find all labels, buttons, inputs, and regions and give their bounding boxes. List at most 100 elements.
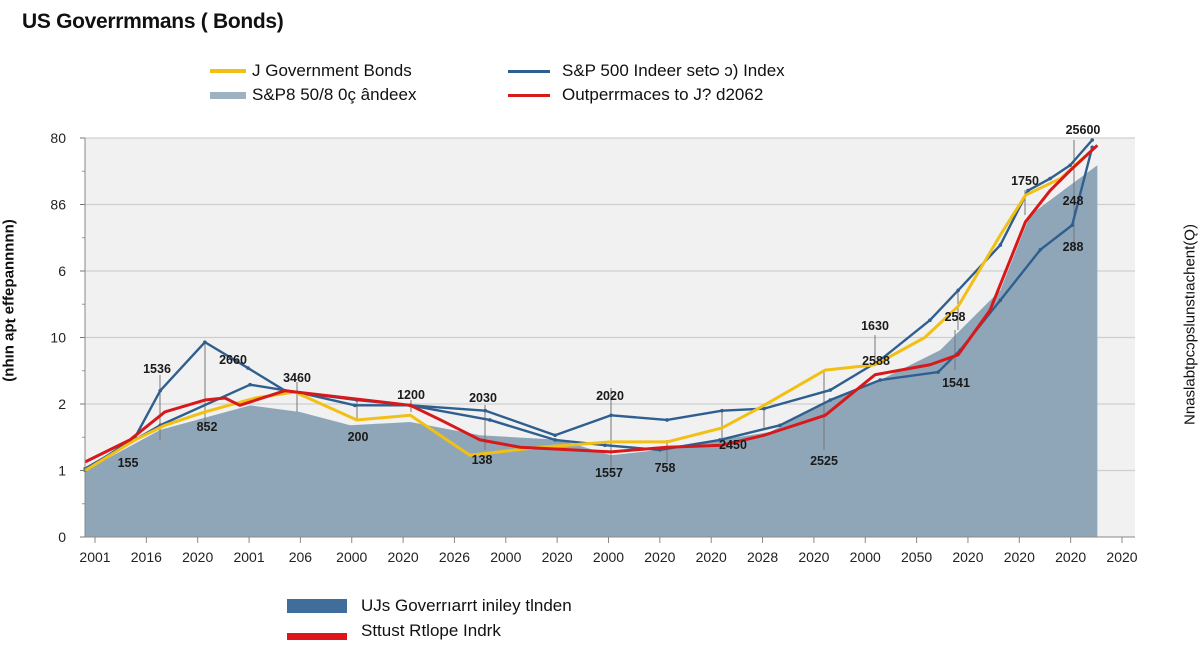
legend-swatch — [508, 69, 550, 73]
data-label: 2588 — [862, 354, 890, 368]
x-tick-label: 2050 — [901, 549, 932, 565]
bottom-legend-item-blue: UJs Goverrıarrt iniley tlnden — [287, 596, 572, 616]
data-point — [609, 413, 613, 418]
data-label: 258 — [945, 310, 966, 324]
data-point — [718, 438, 722, 442]
x-tick-label: 2020 — [1055, 549, 1086, 565]
data-point — [1026, 188, 1030, 193]
x-tick-label: 2020 — [952, 549, 983, 565]
x-tick-label: 2020 — [798, 549, 829, 565]
data-point — [603, 443, 607, 448]
legend-item-government-bonds: J Government Bonds — [210, 61, 412, 81]
data-label: 3460 — [283, 371, 311, 385]
legend-swatch — [287, 632, 347, 640]
x-tick-label: 2020 — [542, 549, 573, 565]
x-tick-label: 2026 — [439, 549, 470, 565]
data-point — [936, 370, 940, 374]
legend-label: Sttust Rtlope Indrk — [361, 621, 501, 640]
x-tick-label: 2000 — [336, 549, 367, 565]
data-label: 1630 — [861, 319, 889, 333]
chart-title: US Goverrmmans ( Bonds) — [22, 10, 284, 33]
data-point — [353, 403, 357, 408]
data-label: 758 — [655, 461, 676, 475]
x-tick-label: 2020 — [1106, 549, 1137, 565]
data-label: 2020 — [596, 389, 624, 403]
data-point — [553, 438, 557, 442]
data-point — [928, 318, 932, 323]
data-label: 200 — [348, 430, 369, 444]
legend-swatch — [508, 93, 550, 97]
data-point — [720, 408, 724, 413]
data-point — [956, 288, 960, 293]
x-tick-label: 206 — [289, 549, 313, 565]
data-point — [828, 388, 833, 392]
data-label: 1750 — [1011, 174, 1039, 188]
legend-label: S&P 500 Indeer setᴑ ɔ) Index — [562, 61, 785, 80]
line-series-2 — [84, 148, 1094, 472]
data-label: 1557 — [595, 466, 623, 480]
data-label: 2450 — [719, 438, 747, 452]
data-label: 1536 — [143, 362, 171, 376]
data-point — [998, 243, 1003, 247]
data-point — [246, 366, 250, 370]
y-tick-label: 80 — [50, 130, 66, 146]
x-tick-label: 2020 — [1004, 549, 1035, 565]
data-point — [665, 418, 669, 422]
y-tick-label: 2 — [58, 396, 66, 412]
data-label: 248 — [1063, 194, 1084, 208]
data-point — [778, 423, 782, 428]
x-tick-label: 2020 — [388, 549, 419, 565]
data-point — [488, 418, 492, 422]
data-label: 138 — [472, 453, 493, 467]
data-point — [483, 408, 488, 413]
data-point — [1048, 176, 1052, 181]
legend-label: S&P8 50/8 0ç ândeex — [252, 85, 417, 104]
x-tick-label: 2020 — [182, 549, 213, 565]
data-point — [878, 378, 882, 382]
legend-swatch — [287, 599, 347, 613]
y-tick-label: 86 — [50, 197, 66, 213]
x-tick-label: 2000 — [490, 549, 521, 565]
x-tick-label: 2000 — [850, 549, 881, 565]
x-tick-label: 2001 — [233, 549, 264, 565]
data-label: 2660 — [219, 353, 247, 367]
y-tick-label: 0 — [58, 529, 66, 545]
y-axis-label-right: Nnaslabtpcↄpslunstıachent(Ǫ) — [1181, 224, 1199, 425]
data-point — [1070, 223, 1074, 227]
x-tick-label: 2020 — [644, 549, 675, 565]
legend-item-outperformance: Outperrmaces to J? d2062 — [508, 85, 763, 105]
data-point — [1038, 247, 1043, 252]
data-point — [248, 382, 252, 387]
data-label: 155 — [118, 456, 139, 470]
data-label: 288 — [1063, 240, 1084, 254]
legend-label: UJs Goverrıarrt iniley tlnden — [361, 596, 572, 615]
legend-label: J Government Bonds — [252, 61, 412, 80]
line-series-3 — [84, 144, 1099, 464]
x-tick-label: 2001 — [79, 549, 110, 565]
data-label: 2525 — [810, 454, 838, 468]
legend-swatch — [210, 69, 246, 73]
data-point — [828, 398, 833, 402]
legend-item-sp-index: S&P 500 Indeer setᴑ ɔ) Index — [508, 61, 785, 81]
data-label: 1200 — [397, 388, 425, 402]
data-label: 25600 — [1066, 123, 1101, 137]
data-label: 2030 — [469, 391, 497, 405]
data-point — [998, 298, 1003, 303]
data-label: 1541 — [942, 376, 970, 390]
data-point — [1068, 163, 1072, 168]
data-label: 852 — [197, 420, 218, 434]
x-tick-label: 2028 — [747, 549, 778, 565]
x-tick-label: 2016 — [131, 549, 162, 565]
data-point — [158, 388, 163, 393]
y-tick-label: 10 — [50, 330, 66, 346]
data-point — [762, 406, 766, 411]
legend-item-sp-area: S&P8 50/8 0ç ândeex — [210, 85, 416, 105]
y-tick-label: 6 — [58, 263, 66, 279]
legend-swatch — [210, 91, 246, 99]
data-point — [553, 433, 557, 438]
data-point — [203, 340, 207, 344]
legend-label: Outperrmaces to J? d2062 — [562, 85, 764, 104]
y-tick-label: 1 — [58, 463, 66, 479]
area-series — [85, 165, 1098, 537]
